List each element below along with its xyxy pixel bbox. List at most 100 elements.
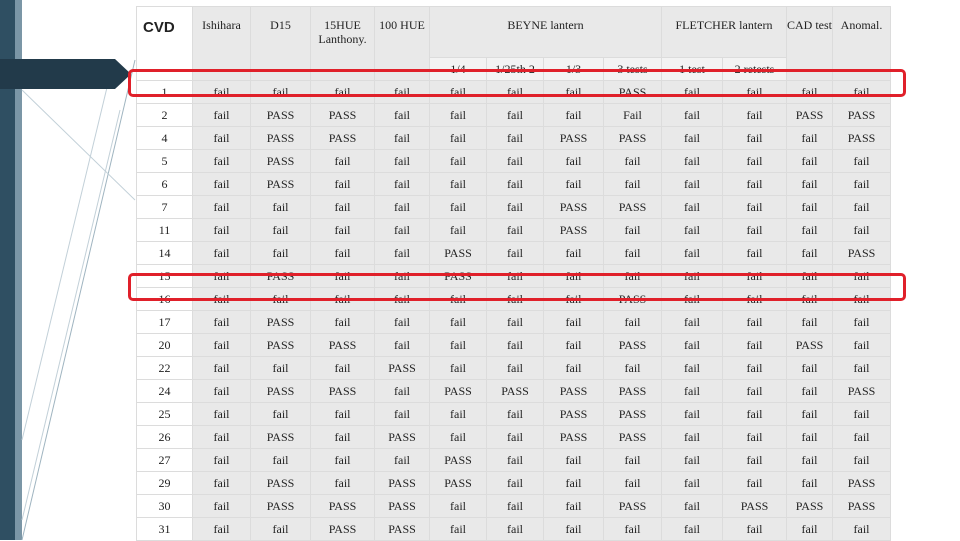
cell-beyne-3-tests: PASS xyxy=(603,126,662,150)
cell-beyne-1-4: fail xyxy=(429,517,487,541)
cell-beyne-1-3: fail xyxy=(543,448,604,472)
cell-fletcher-2-retests: fail xyxy=(722,517,787,541)
fletcher-header: FLETCHER lantern xyxy=(661,6,787,58)
cell-anomal: fail xyxy=(832,218,891,242)
cell-fletcher-1-test: fail xyxy=(661,333,723,357)
table-row: 26 fail PASS fail PASS fail fail PASS PASS fail fa… xyxy=(136,425,891,449)
cell-beyne-1-25th-2: fail xyxy=(486,517,544,541)
cell-anomal: fail xyxy=(832,425,891,449)
cell-beyne-1-3: PASS xyxy=(543,379,604,403)
table-row: 1 fail fail fail fail fail fail fail PASS fail fai… xyxy=(136,80,891,104)
table-row: 4 fail PASS PASS fail fail fail PASS PASS fail fai… xyxy=(136,126,891,150)
cell-beyne-1-25th-2: fail xyxy=(486,80,544,104)
table-row: 2 fail PASS PASS fail fail fail fail Fail fail fai… xyxy=(136,103,891,127)
hue15-header: 15HUE Lanthony. xyxy=(310,6,375,81)
cell-cad: fail xyxy=(786,241,833,265)
cell-beyne-3-tests: fail xyxy=(603,517,662,541)
cell-ishihara: fail xyxy=(192,379,251,403)
cell-beyne-3-tests: PASS xyxy=(603,402,662,426)
cell-cvd: 30 xyxy=(136,494,193,518)
cell-beyne-1-4: fail xyxy=(429,402,487,426)
cell-anomal: fail xyxy=(832,448,891,472)
cell-beyne-1-4: fail xyxy=(429,356,487,380)
cell-anomal: PASS xyxy=(832,494,891,518)
cell-beyne-3-tests: fail xyxy=(603,241,662,265)
cell-beyne-1-3: PASS xyxy=(543,218,604,242)
cell-hue100: fail xyxy=(374,103,430,127)
cell-beyne-3-tests: PASS xyxy=(603,379,662,403)
cell-anomal: fail xyxy=(832,333,891,357)
cell-ishihara: fail xyxy=(192,448,251,472)
cell-fletcher-2-retests: fail xyxy=(722,126,787,150)
cell-ishihara: fail xyxy=(192,103,251,127)
cell-fletcher-1-test: fail xyxy=(661,517,723,541)
cell-cvd: 11 xyxy=(136,218,193,242)
cell-cad: fail xyxy=(786,149,833,173)
cell-fletcher-1-test: fail xyxy=(661,149,723,173)
cell-cvd: 26 xyxy=(136,425,193,449)
left-decor-band-light xyxy=(15,0,22,540)
cell-beyne-1-25th-2: fail xyxy=(486,172,544,196)
cell-beyne-1-25th-2: fail xyxy=(486,402,544,426)
cell-fletcher-2-retests: fail xyxy=(722,264,787,288)
cell-cad: fail xyxy=(786,356,833,380)
cell-cad: fail xyxy=(786,80,833,104)
cell-d15: PASS xyxy=(250,103,311,127)
cell-beyne-1-4: fail xyxy=(429,172,487,196)
beyne-header: BEYNE lantern xyxy=(429,6,662,58)
cell-hue15: fail xyxy=(310,218,375,242)
cell-fletcher-2-retests: fail xyxy=(722,333,787,357)
table-row: 24 fail PASS PASS fail PASS PASS PASS PASS fail fa… xyxy=(136,379,891,403)
table-row: 20 fail PASS PASS fail fail fail fail PASS fail fa… xyxy=(136,333,891,357)
cell-ishihara: fail xyxy=(192,356,251,380)
cell-ishihara: fail xyxy=(192,333,251,357)
cell-hue15: fail xyxy=(310,241,375,265)
cell-cad: fail xyxy=(786,448,833,472)
cell-cad: fail xyxy=(786,195,833,219)
table-row: 27 fail fail fail fail PASS fail fail fail fail fa… xyxy=(136,448,891,472)
table-header-row: CVD Ishihara D15 15HUE Lanthony. 100 HUE… xyxy=(136,6,891,81)
cell-fletcher-1-test: fail xyxy=(661,103,723,127)
cell-cvd: 22 xyxy=(136,356,193,380)
cell-cad: PASS xyxy=(786,103,833,127)
cell-fletcher-2-retests: fail xyxy=(722,379,787,403)
cad-header: CAD test xyxy=(786,6,833,81)
cell-cvd: 31 xyxy=(136,517,193,541)
cell-anomal: PASS xyxy=(832,241,891,265)
cell-beyne-3-tests: fail xyxy=(603,218,662,242)
table-row: 29 fail PASS fail PASS PASS fail fail fail fail fa… xyxy=(136,471,891,495)
cell-hue100: PASS xyxy=(374,425,430,449)
cell-beyne-1-3: PASS xyxy=(543,195,604,219)
cell-hue15: PASS xyxy=(310,103,375,127)
cell-d15: fail xyxy=(250,356,311,380)
cell-beyne-3-tests: fail xyxy=(603,471,662,495)
cell-cad: fail xyxy=(786,379,833,403)
cell-anomal: fail xyxy=(832,356,891,380)
cell-fletcher-2-retests: fail xyxy=(722,80,787,104)
decor-arrow-tip xyxy=(115,59,131,89)
cell-beyne-1-25th-2: fail xyxy=(486,218,544,242)
table-row: 15 fail PASS fail fail PASS fail fail fail fail fa… xyxy=(136,264,891,288)
cell-hue100: fail xyxy=(374,264,430,288)
cell-beyne-1-25th-2: fail xyxy=(486,195,544,219)
cell-beyne-1-3: fail xyxy=(543,494,604,518)
cell-fletcher-2-retests: fail xyxy=(722,448,787,472)
cell-d15: PASS xyxy=(250,379,311,403)
cell-fletcher-2-retests: fail xyxy=(722,172,787,196)
cell-beyne-1-4: fail xyxy=(429,218,487,242)
cell-cvd: 2 xyxy=(136,103,193,127)
decor-lines xyxy=(21,59,136,540)
decor-arrow-bar xyxy=(0,59,115,89)
cell-beyne-1-4: fail xyxy=(429,149,487,173)
cell-ishihara: fail xyxy=(192,149,251,173)
cell-ishihara: fail xyxy=(192,264,251,288)
cell-cvd: 6 xyxy=(136,172,193,196)
cell-hue100: fail xyxy=(374,218,430,242)
anomal-header: Anomal. xyxy=(832,6,891,81)
table-row: 11 fail fail fail fail fail fail PASS fail fail fa… xyxy=(136,218,891,242)
cell-beyne-1-25th-2: fail xyxy=(486,149,544,173)
cell-ishihara: fail xyxy=(192,425,251,449)
cell-ishihara: fail xyxy=(192,310,251,334)
cell-hue15: fail xyxy=(310,80,375,104)
cell-hue100: fail xyxy=(374,310,430,334)
